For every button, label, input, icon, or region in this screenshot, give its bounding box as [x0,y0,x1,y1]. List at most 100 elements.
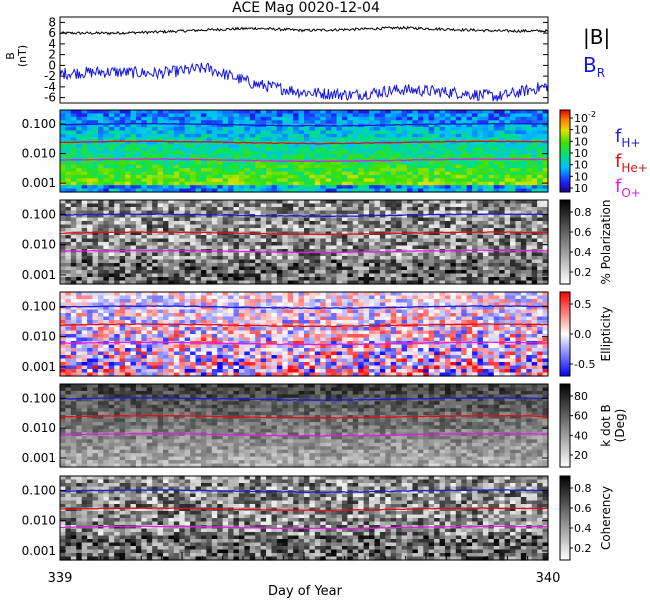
spectrogram-cell [493,263,500,268]
spectrogram-cell [304,157,311,162]
spectrogram-cell [390,127,397,132]
spectrogram-cell [184,277,191,282]
spectrogram-cell [163,174,170,179]
spectrogram-cell [466,137,473,142]
spectrogram-cell [276,120,283,125]
spectrogram-cell [157,266,164,271]
spectrogram-cell [520,245,527,250]
spectrogram-cell [401,164,408,169]
spectrogram-cell [369,200,376,205]
spectrogram-cell [347,110,354,115]
spectrogram-cell [439,144,446,149]
spectrogram-cell [379,133,386,138]
spectrogram-cell [168,348,175,353]
spectrogram-cell [103,214,110,219]
spectrogram-cell [157,292,164,297]
spectrogram-cell [249,137,256,142]
spectrogram-cell [103,120,110,125]
spectrogram-cell [217,154,224,159]
spectrogram-cell [401,137,408,142]
spectrogram-cell [325,113,332,118]
spectrogram-cell [396,120,403,125]
spectrogram-cell [266,185,273,190]
spectrogram-cell [499,256,506,261]
spectrogram-cell [103,185,110,190]
spectrogram-cell [92,133,99,138]
spectrogram-cell [314,231,321,236]
spectrogram-cell [390,113,397,118]
spectrogram-cell [195,210,202,215]
spectrogram-cell [135,309,142,314]
spectrogram-cell [108,242,115,247]
spectrogram-cell [428,130,435,135]
spectrogram-cell [146,224,153,229]
spectrogram-cell [211,171,218,176]
spectrogram-cell [309,168,316,173]
spectrogram-cell [108,207,115,212]
spectrogram-cell [466,235,473,240]
spectrogram-cell [125,299,132,304]
spectrogram-cell [103,203,110,208]
spectrogram-cell [477,228,484,233]
spectrogram-cell [211,140,218,145]
spectrogram-cell [374,144,381,149]
spectrogram-cell [412,178,419,183]
spectrogram-cell [401,270,408,275]
spectrogram-cell [70,259,77,264]
spectrogram-cell [249,210,256,215]
spectrogram-cell [76,174,83,179]
spectrogram-cell [276,270,283,275]
spectrogram-cell [266,151,273,156]
spectrogram-cell [434,256,441,261]
spectrogram-cell [60,181,67,186]
spectrogram-cell [206,263,213,268]
spectrogram-cell [103,231,110,236]
spectrogram-cell [130,207,137,212]
spectrogram-cell [92,224,99,229]
spectrogram-cell [477,178,484,183]
spectrogram-cell [271,252,278,257]
spectrogram-cell [293,252,300,257]
spectrogram-cell [65,217,72,222]
spectrogram-cell [130,116,137,121]
spectrogram-cell [76,309,83,314]
spectrogram-cell [103,181,110,186]
spectrogram-cell [515,249,522,254]
spectrogram-cell [119,323,126,328]
spectrogram-cell [108,362,115,367]
spectrogram-cell [276,127,283,132]
spectrogram-cell [499,235,506,240]
spectrogram-cell [228,238,235,243]
spectrogram-cell [200,280,207,285]
spectrogram-cell [141,306,148,311]
spectrogram-cell [217,270,224,275]
spectrogram-cell [520,280,527,285]
spectrogram-cell [195,171,202,176]
spectrogram-cell [233,217,240,222]
spectrogram-cell [412,256,419,261]
spectrogram-cell [211,217,218,222]
spectrogram-cell [341,113,348,118]
spectrogram-cell [455,210,462,215]
spectrogram-cell [526,210,533,215]
spectrogram-cell [119,185,126,190]
spectrogram-cell [103,256,110,261]
spectrogram-cell [141,369,148,374]
spectrogram-cell [477,110,484,115]
spectrogram-cell [238,151,245,156]
spectrogram-cell [65,302,72,307]
spectrogram-cell [125,245,132,250]
spectrogram-cell [190,217,197,222]
spectrogram-cell [173,123,180,128]
spectrogram-cell [200,245,207,250]
spectrogram-cell [401,127,408,132]
spectrogram-cell [282,249,289,254]
spectrogram-cell [87,362,94,367]
spectrogram-cell [363,245,370,250]
spectrogram-cell [358,154,365,159]
spectrogram-cell [385,270,392,275]
spectrogram-cell [542,144,549,149]
spectrogram-cell [331,144,338,149]
spectrogram-cell [168,130,175,135]
spectrogram-cell [304,116,311,121]
